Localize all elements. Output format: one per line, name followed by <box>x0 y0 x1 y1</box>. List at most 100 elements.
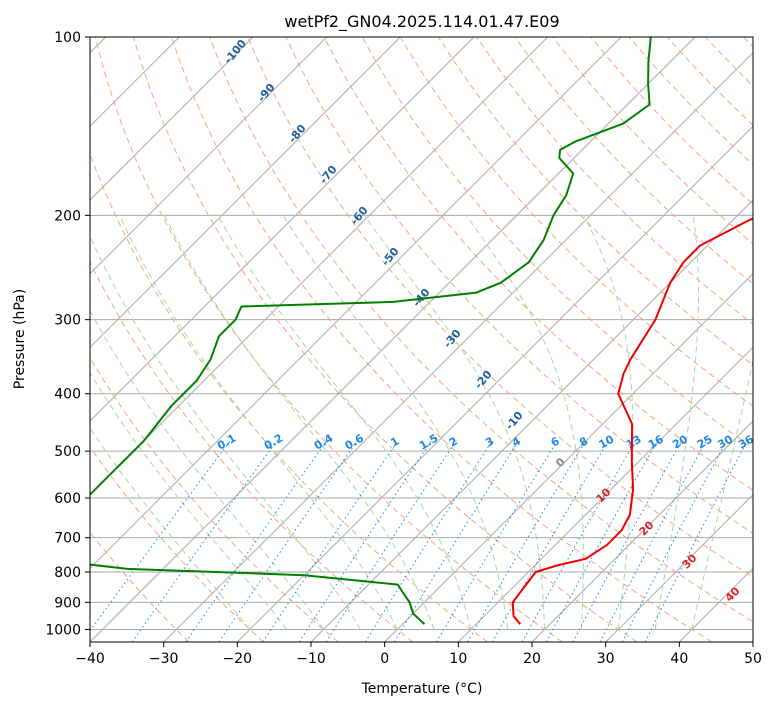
mixing-ratio-label: 20 <box>670 432 690 451</box>
isotherm-line <box>90 37 254 201</box>
isotherm-line <box>90 37 622 570</box>
x-tick-label: −10 <box>296 651 326 667</box>
isotherm-line <box>90 37 475 422</box>
x-tick-label: 20 <box>523 651 541 667</box>
mixing-ratio-line <box>325 440 457 642</box>
dry-adiabat-label: -100 <box>221 37 249 67</box>
y-axis: 100 200 300 400 500 600 700 800 900 1000 <box>45 30 90 638</box>
dry-adiabat-line <box>285 37 753 535</box>
mixing-ratio-label: 4 <box>510 434 523 449</box>
mixing-ratio-line <box>644 440 748 642</box>
moist-adiabat-label: 0 <box>553 455 568 470</box>
dry-adiabat-line <box>90 531 190 642</box>
moist-adiabat-line <box>90 235 361 630</box>
moist-adiabat-line <box>364 215 546 630</box>
y-tick-label: 100 <box>54 30 81 46</box>
mixing-ratio-line <box>364 440 493 642</box>
chart-title: wetPf2_GN04.2025.114.01.47.E09 <box>284 12 559 32</box>
mixing-ratio-line <box>599 440 707 642</box>
moist-adiabat-line <box>282 215 509 630</box>
dry-adiabat-line <box>247 37 753 578</box>
dry-adiabat-label: -70 <box>317 163 340 187</box>
moist-adiabat-label: 30 <box>680 551 700 571</box>
mixing-ratio-label: 2 <box>447 435 460 450</box>
isotherm-line <box>384 272 753 642</box>
dry-adiabat-line <box>704 37 753 87</box>
mixing-ratio-label: 25 <box>695 433 715 452</box>
mixing-ratio-label: 3 <box>483 435 496 450</box>
mixing-ratio-label: 16 <box>646 432 666 451</box>
x-tick-label: −40 <box>75 651 105 667</box>
mixing-ratio-line <box>90 440 231 632</box>
x-tick-label: −30 <box>149 651 179 667</box>
dry-adiabat-line <box>94 37 563 642</box>
mixing-ratio-line <box>621 440 728 642</box>
y-tick-label: 500 <box>54 444 81 460</box>
mixing-ratio-line <box>131 440 278 642</box>
moist-adiabat-line <box>583 215 634 630</box>
y-tick-label: 400 <box>54 387 81 403</box>
plot-frame <box>89 36 754 643</box>
isotherm-line <box>90 37 328 275</box>
isotherm-line <box>236 125 753 642</box>
y-tick-label: 700 <box>54 531 81 547</box>
mixing-ratio-label: 0.1 <box>215 432 238 453</box>
mixing-ratio-label: 0.6 <box>343 431 367 452</box>
isotherm-line <box>457 346 753 642</box>
mixing-ratio-label: 6 <box>549 434 562 449</box>
isotherm-line <box>90 37 401 349</box>
mixing-ratio-line <box>435 440 558 642</box>
dry-adiabat-line <box>743 37 753 48</box>
dry-adiabat-line <box>514 37 753 285</box>
moist-adiabat-label: 40 <box>723 584 743 604</box>
moist-adiabat-label: 10 <box>594 485 614 505</box>
y-tick-label: 900 <box>54 595 81 611</box>
mixing-ratio-label: 0.4 <box>312 431 336 452</box>
plot-area: 0.1 0.2 0.4 0.6 1 1.5 2 3 4 6 8 10 13 16 20 25 30 36-100-… <box>90 37 753 642</box>
mixing-ratio-line <box>298 440 432 642</box>
isotherm-line <box>90 37 696 642</box>
y-tick-label: 1000 <box>45 622 81 638</box>
y-axis-label: Pressure (hPa) <box>12 289 28 389</box>
moist-adiabat-line <box>119 215 398 630</box>
x-tick-label: −20 <box>223 651 253 667</box>
x-tick-label: 40 <box>670 651 688 667</box>
dry-adiabat-line <box>323 37 753 491</box>
mixing-ratio-label: 1 <box>388 435 401 450</box>
isotherm-line <box>531 420 753 642</box>
dry-adiabat-line <box>666 37 753 126</box>
y-tick-label: 600 <box>54 491 81 507</box>
dry-adiabat-line <box>90 446 264 642</box>
mixing-ratio-label: 13 <box>624 433 644 452</box>
y-tick-label: 200 <box>54 208 81 224</box>
dry-adiabat-line <box>552 37 753 245</box>
dry-adiabat-line <box>90 356 339 642</box>
mixing-ratio-line <box>185 440 328 642</box>
mixing-ratio-label: 30 <box>715 432 735 451</box>
moist-adiabat-line <box>90 427 251 630</box>
x-tick-label: 0 <box>380 651 389 667</box>
mixing-ratio-label: 10 <box>597 432 617 451</box>
dry-adiabat-line <box>476 37 753 325</box>
dry-adiabat-label: -10 <box>503 409 526 433</box>
moist-adiabat-line <box>654 215 699 630</box>
moist-adiabat-line <box>217 215 472 630</box>
dry-adiabat-line <box>209 37 753 623</box>
x-tick-label: 30 <box>597 651 615 667</box>
moist-adiabat-line <box>691 358 753 630</box>
moist-adiabat-line <box>465 215 584 630</box>
x-tick-label: 10 <box>449 651 467 667</box>
isotherm-line <box>90 37 549 496</box>
isotherm-line <box>163 51 753 642</box>
moist-adiabat-line <box>90 309 325 630</box>
mixing-ratio-line <box>572 440 683 642</box>
moist-adiabat-line <box>90 371 288 630</box>
mixing-ratio-line <box>545 440 659 642</box>
dry-adiabat-label: -60 <box>348 204 371 228</box>
dry-adiabat-line <box>90 260 414 642</box>
isotherm-line <box>605 493 753 642</box>
x-axis: −40 −30 −20 −10 0 10 20 30 40 50 <box>75 642 762 667</box>
mixing-ratio-label: 0.2 <box>262 432 285 453</box>
dry-adiabat-label: -80 <box>286 122 309 146</box>
